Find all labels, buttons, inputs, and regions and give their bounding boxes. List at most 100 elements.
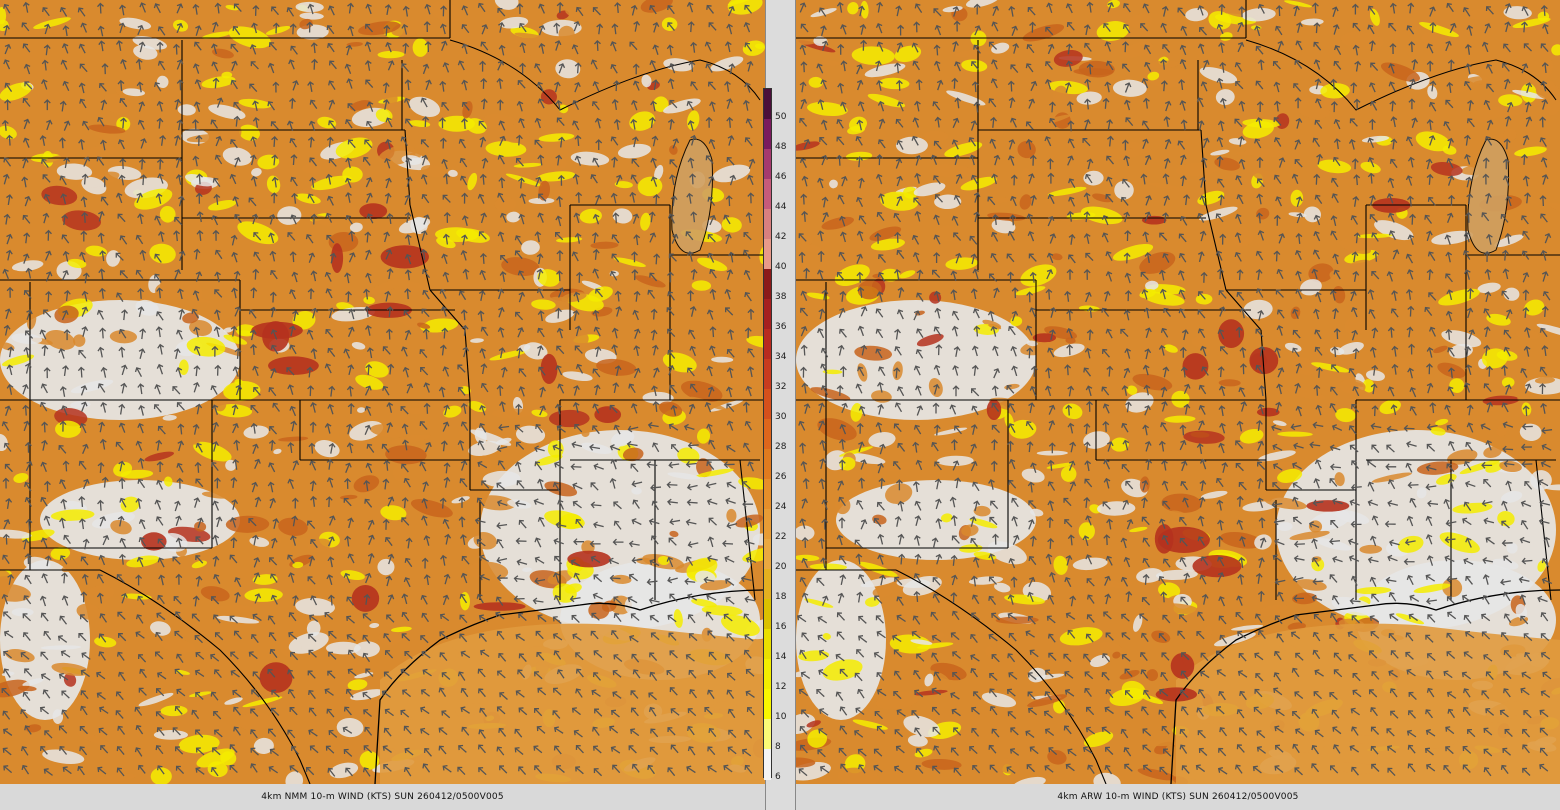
wind-speed-patch — [995, 616, 1039, 624]
wind-arrow-icon — [857, 574, 866, 585]
wind-arrow-icon — [271, 689, 280, 698]
wind-speed-patch — [727, 0, 756, 6]
wind-arrow-icon — [271, 176, 279, 188]
wind-speed-patch — [697, 257, 728, 272]
wind-arrow-icon — [233, 706, 241, 716]
wind-arrow-icon — [59, 479, 67, 490]
wind-arrow-icon — [973, 211, 981, 223]
wind-arrow-icon — [1234, 251, 1242, 262]
wind-arrow-icon — [896, 195, 903, 207]
wind-arrow-icon — [1048, 404, 1056, 415]
wind-arrow-icon — [1178, 308, 1186, 319]
wind-arrow-icon — [1236, 291, 1245, 301]
wind-arrow-icon — [1387, 745, 1397, 754]
wind-arrow-icon — [1123, 556, 1131, 568]
wind-arrow-icon — [1539, 747, 1548, 757]
wind-arrow-icon — [1164, 100, 1172, 112]
wind-arrow-icon — [499, 765, 508, 774]
wind-speed-patch — [1065, 337, 1076, 344]
wind-arrow-icon — [1215, 213, 1224, 223]
wind-arrow-icon — [631, 518, 642, 526]
wind-arrow-icon — [61, 270, 69, 281]
wind-arrow-icon — [1144, 252, 1152, 264]
wind-speed-patch — [388, 434, 431, 445]
wind-arrow-icon — [1332, 556, 1343, 563]
wind-arrow-icon — [726, 157, 735, 166]
wind-arrow-icon — [120, 59, 127, 70]
wind-speed-patch — [331, 306, 375, 322]
wind-arrow-icon — [915, 154, 922, 166]
wind-arrow-icon — [442, 764, 452, 773]
wind-speed-patch — [51, 662, 90, 676]
wind-arrow-icon — [686, 100, 694, 111]
wind-arrow-icon — [1425, 158, 1433, 170]
wind-arrow-icon — [212, 500, 220, 511]
wind-arrow-icon — [498, 653, 507, 662]
wind-arrow-icon — [98, 727, 108, 736]
wind-arrow-icon — [1295, 40, 1303, 51]
wind-arrow-icon — [345, 290, 352, 302]
wind-arrow-icon — [1103, 477, 1111, 489]
wind-arrow-icon — [157, 173, 164, 184]
wind-speed-patch — [965, 0, 1000, 8]
wind-arrow-icon — [81, 573, 89, 585]
color-scale-swatch — [764, 629, 771, 660]
wind-arrow-icon — [57, 635, 68, 643]
wind-arrow-icon — [1314, 729, 1324, 738]
wind-arrow-icon — [96, 671, 106, 680]
wind-arrow-icon — [1371, 232, 1379, 242]
wind-arrow-icon — [291, 497, 299, 509]
wind-arrow-icon — [43, 193, 51, 204]
wind-speed-patch — [1493, 105, 1532, 118]
wind-arrow-icon — [1198, 27, 1208, 36]
wind-arrow-icon — [1446, 691, 1457, 699]
wind-arrow-icon — [1236, 744, 1245, 753]
high-wind-core — [141, 532, 167, 551]
wind-arrow-icon — [1540, 612, 1549, 622]
wind-arrow-icon — [538, 3, 546, 14]
wind-arrow-icon — [1443, 764, 1452, 774]
wind-arrow-icon — [1104, 575, 1111, 586]
wind-arrow-icon — [858, 477, 866, 489]
wind-arrow-icon — [816, 63, 824, 74]
wind-arrow-icon — [933, 383, 940, 395]
wind-arrow-icon — [895, 158, 903, 169]
wind-arrow-icon — [798, 251, 806, 263]
wind-arrow-icon — [934, 116, 942, 128]
wind-arrow-icon — [837, 480, 845, 491]
wind-arrow-icon — [895, 118, 904, 128]
wind-arrow-icon — [1387, 554, 1398, 562]
wind-arrow-icon — [1217, 366, 1225, 378]
wind-arrow-icon — [858, 635, 868, 643]
wind-arrow-icon — [137, 422, 144, 434]
wind-speed-patch — [875, 692, 919, 710]
wind-arrow-icon — [1010, 727, 1019, 736]
wind-arrow-icon — [287, 442, 295, 454]
wind-arrow-icon — [953, 232, 962, 241]
wind-arrow-icon — [629, 41, 638, 51]
wind-arrow-icon — [40, 383, 48, 394]
wind-arrow-icon — [99, 438, 107, 450]
wind-arrow-icon — [1312, 649, 1321, 660]
wind-arrow-icon — [1465, 441, 1473, 452]
wind-arrow-icon — [24, 81, 33, 90]
wind-arrow-icon — [1293, 594, 1305, 602]
wind-speed-patch — [370, 424, 409, 438]
wind-arrow-icon — [612, 382, 620, 394]
wind-speed-patch — [186, 336, 226, 357]
state-border — [464, 329, 471, 401]
wind-arrow-icon — [269, 497, 276, 509]
wind-speed-patch — [809, 563, 848, 571]
wind-arrow-icon — [363, 745, 373, 754]
wind-arrow-icon — [593, 521, 604, 529]
wind-arrow-icon — [78, 138, 85, 150]
wind-arrow-icon — [1370, 726, 1380, 735]
wind-arrow-icon — [704, 402, 712, 413]
wind-arrow-icon — [875, 173, 883, 185]
wind-speed-patch — [522, 567, 532, 572]
wind-arrow-icon — [405, 176, 413, 187]
wind-speed-patch — [726, 508, 737, 523]
wind-arrow-icon — [325, 288, 333, 299]
wind-arrow-icon — [893, 670, 902, 680]
wind-arrow-icon — [1312, 249, 1321, 260]
